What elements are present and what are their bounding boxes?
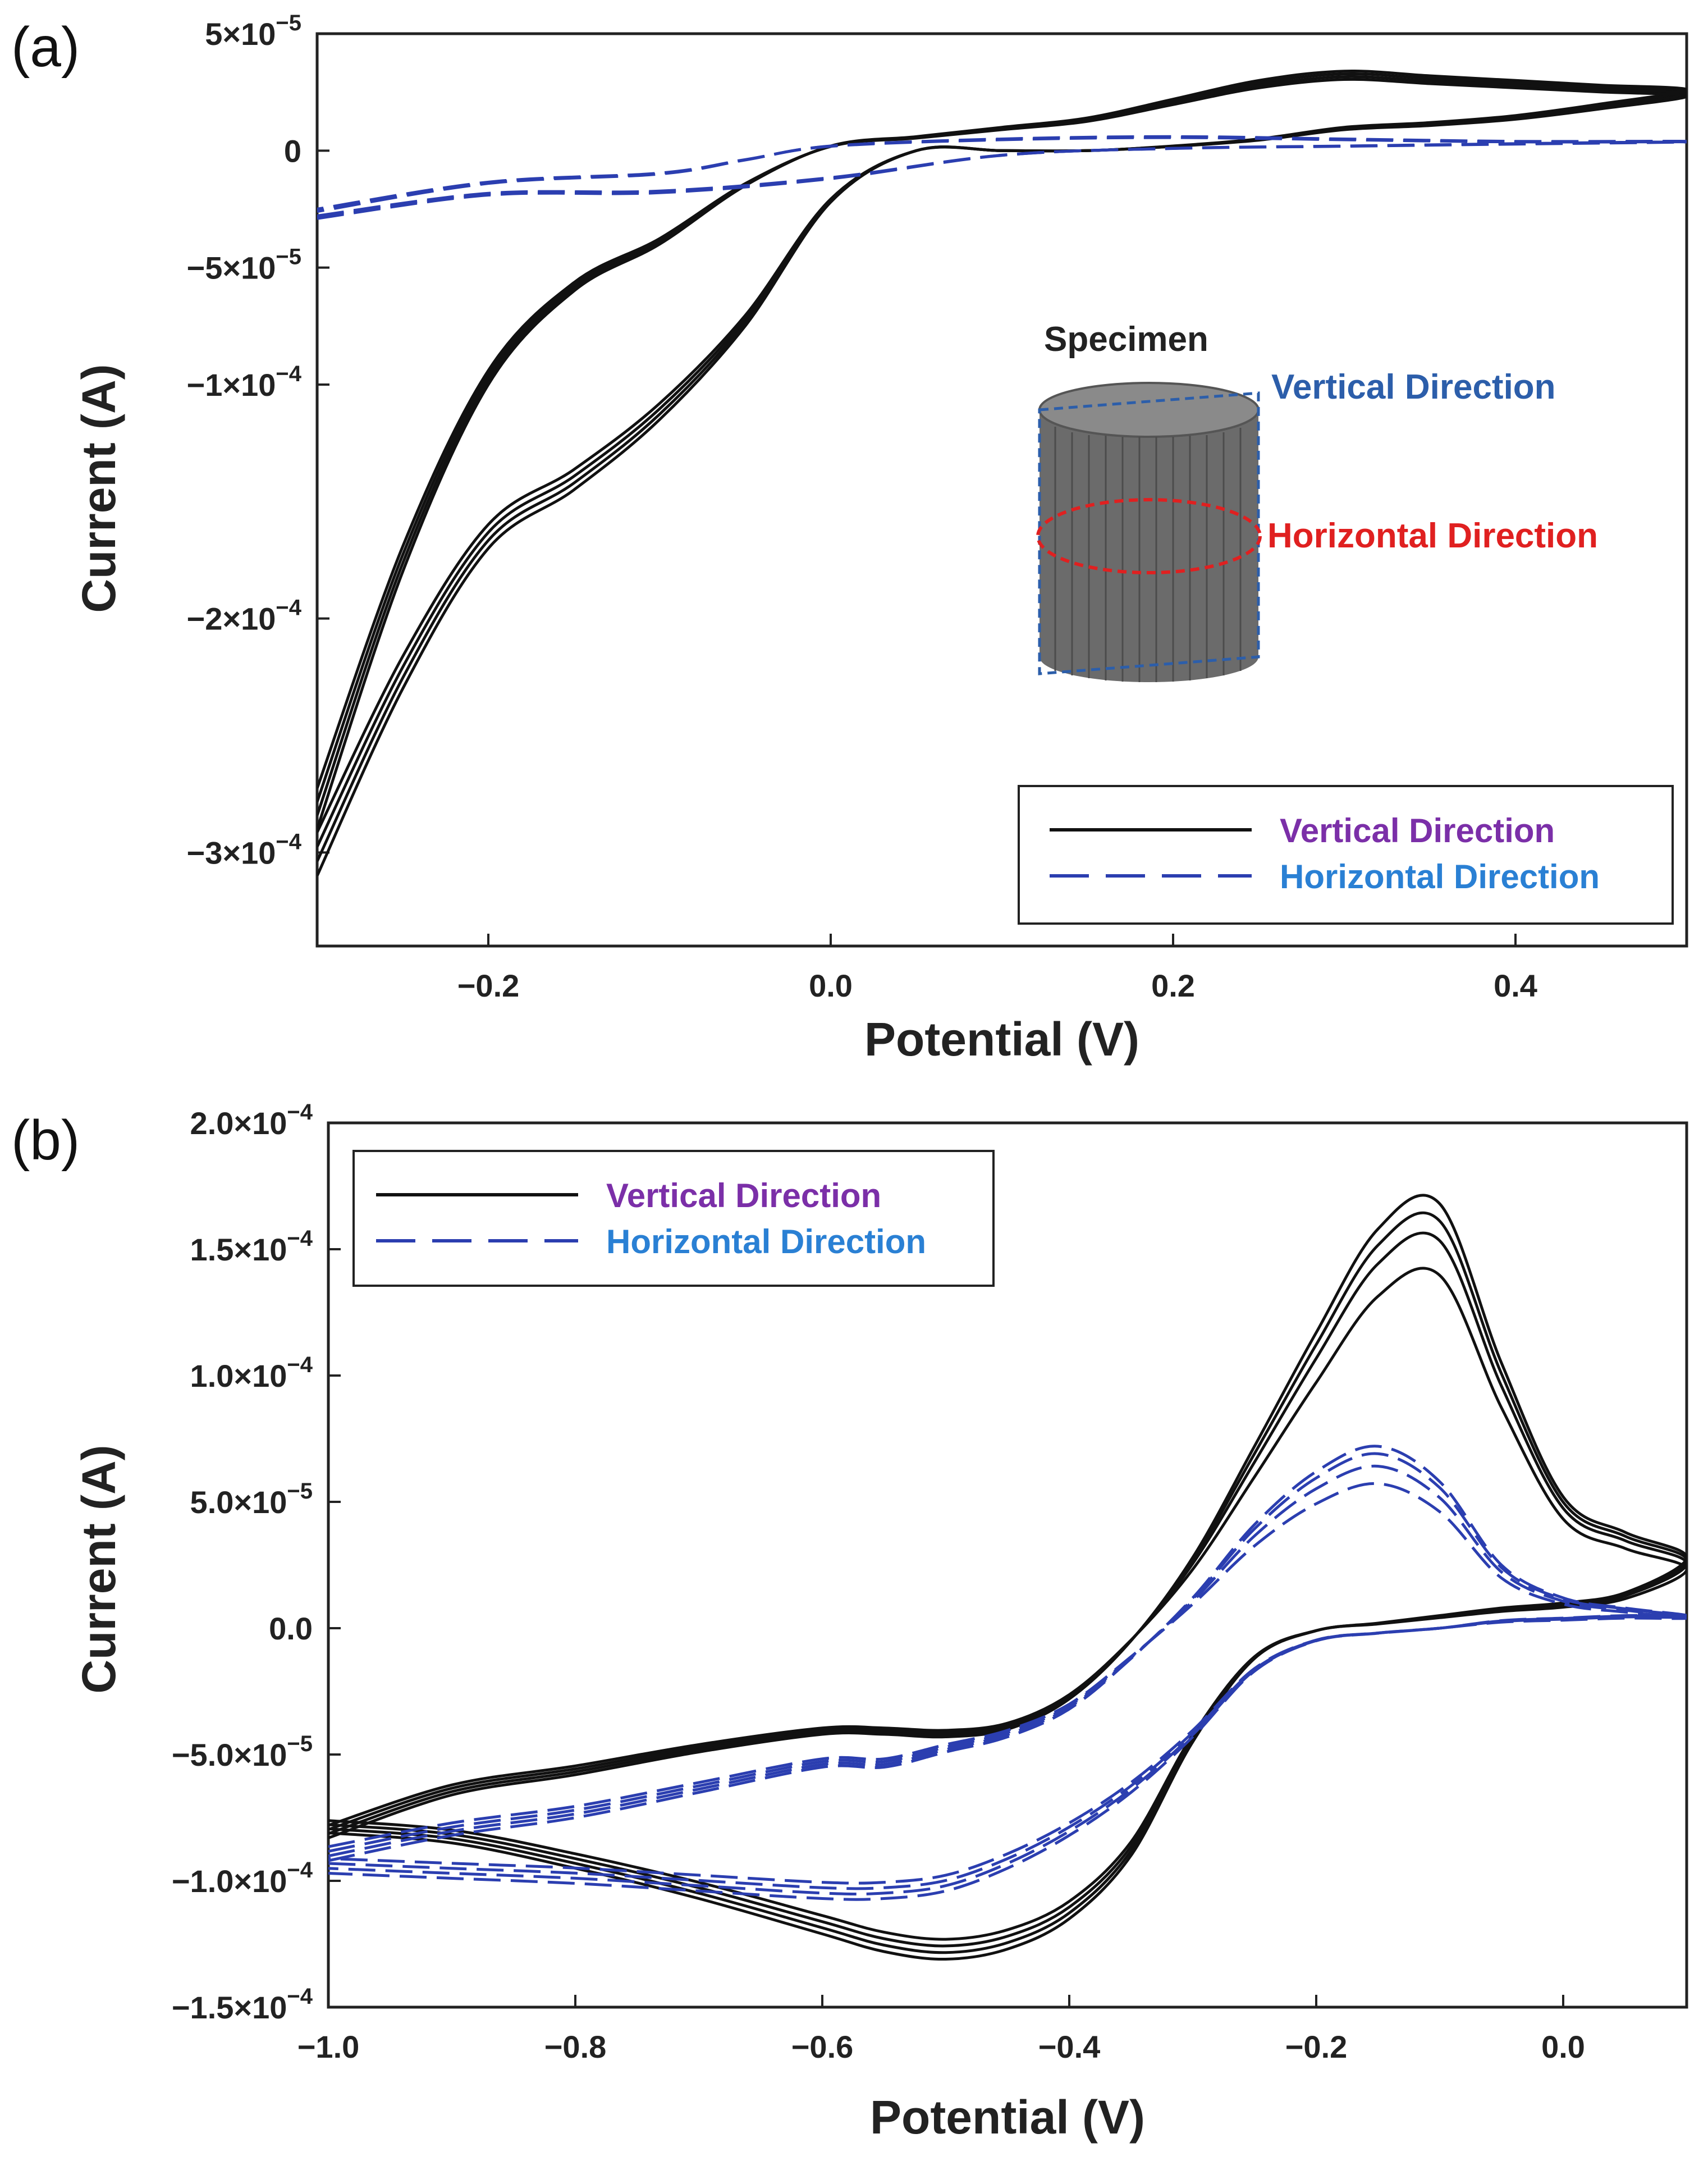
legend-label-horizontal-b: Horizontal Direction <box>606 1223 926 1260</box>
x-tick-label: 0.4 <box>1494 968 1537 1003</box>
x-tick-label: −0.8 <box>544 2029 607 2064</box>
inset-horizontal-label: Horizontal Direction <box>1267 517 1598 555</box>
legend-a: Vertical Direction Horizontal Direction <box>1018 785 1674 925</box>
horizontal-direction-curve <box>317 136 1687 217</box>
y-tick-label: −1.5×10−4 <box>172 1984 313 2025</box>
y-tick-label: 1.5×10−4 <box>190 1226 313 1267</box>
vertical-direction-curve <box>328 1194 1687 1961</box>
tick-group-a: −0.2 0.0 0.2 0.4 5×10−5 0 −5×10−5 −1×10−4 −2×10−… <box>187 11 1537 1003</box>
legend-box-a <box>1018 785 1674 925</box>
horizontal-direction-marker <box>1036 498 1262 574</box>
x-tick-label: 0.0 <box>1541 2029 1585 2064</box>
y-tick-label: −1×10−4 <box>187 362 302 403</box>
curve-group-b <box>328 1194 1687 1961</box>
x-axis-title-a: Potential (V) <box>864 1013 1139 1066</box>
horizontal-direction-curve <box>328 1452 1687 1896</box>
y-tick-label: −2×10−4 <box>187 596 302 637</box>
vertical-direction-curve <box>317 77 1687 833</box>
vertical-direction-marker <box>1038 391 1260 675</box>
x-tick-label: −0.2 <box>1285 2029 1348 2064</box>
legend-label-vertical-a: Vertical Direction <box>1280 812 1555 849</box>
cylinder-top <box>1038 382 1260 438</box>
inset-vertical-label: Vertical Direction <box>1271 368 1556 406</box>
y-tick-label: −1.0×10−4 <box>172 1858 313 1899</box>
x-tick-label: −0.6 <box>791 2029 854 2064</box>
panel-b: (b) −1.0 −0.8 −0.6 −0.4 −0.2 0.0 2.0×10−4 1.5×1… <box>11 1100 1688 2144</box>
specimen-inset: Specimen Vertical Direction Horizontal D… <box>1036 320 1598 682</box>
tick-group-b: −1.0 −0.8 −0.6 −0.4 −0.2 0.0 2.0×10−4 1.5×10−4 1… <box>172 1100 1585 2064</box>
cylinder-body <box>1040 410 1258 682</box>
panel-label-a: (a) <box>11 16 80 79</box>
x-axis-title-b: Potential (V) <box>870 2091 1145 2144</box>
y-tick-label: 0 <box>284 133 301 168</box>
x-tick-label: 0.0 <box>809 968 853 1003</box>
y-tick-label: 1.0×10−4 <box>190 1353 313 1394</box>
horizontal-direction-curve <box>328 1464 1687 1890</box>
x-tick-label: 0.2 <box>1151 968 1195 1003</box>
legend-label-vertical-b: Vertical Direction <box>606 1177 881 1214</box>
panel-label-b: (b) <box>11 1109 80 1172</box>
legend-b: Vertical Direction Horizontal Direction <box>352 1150 995 1287</box>
panel-a: (a) −0.2 0.0 0.2 0.4 5×10−5 0 −5×10−5 −1×10−4 −2… <box>11 11 1688 1066</box>
legend-label-horizontal-a: Horizontal Direction <box>1280 858 1600 896</box>
x-tick-label: −0.4 <box>1038 2029 1101 2064</box>
y-tick-label: −5.0×10−5 <box>172 1731 313 1772</box>
legend-box-b <box>352 1150 995 1287</box>
y-axis-title-a: Current (A) <box>72 364 125 613</box>
y-tick-label: 2.0×10−4 <box>190 1100 313 1141</box>
y-tick-label: −5×10−5 <box>187 245 301 286</box>
curve-group-a <box>317 70 1687 877</box>
y-tick-label: 0.0 <box>269 1611 313 1646</box>
inset-title: Specimen <box>1044 320 1208 359</box>
horizontal-direction-curve <box>328 1482 1687 1885</box>
vertical-direction-curve <box>328 1231 1687 1948</box>
x-tick-label: −0.2 <box>457 968 520 1003</box>
y-tick-label: 5×10−5 <box>205 11 301 52</box>
cylinder-texture <box>1054 427 1242 682</box>
y-tick-label: 5.0×10−5 <box>190 1479 313 1520</box>
vertical-direction-curve <box>328 1211 1687 1954</box>
y-axis-title-b: Current (A) <box>72 1445 125 1693</box>
x-tick-label: −1.0 <box>297 2029 360 2064</box>
y-tick-label: −3×10−4 <box>187 829 302 870</box>
vertical-direction-curve <box>328 1267 1687 1941</box>
